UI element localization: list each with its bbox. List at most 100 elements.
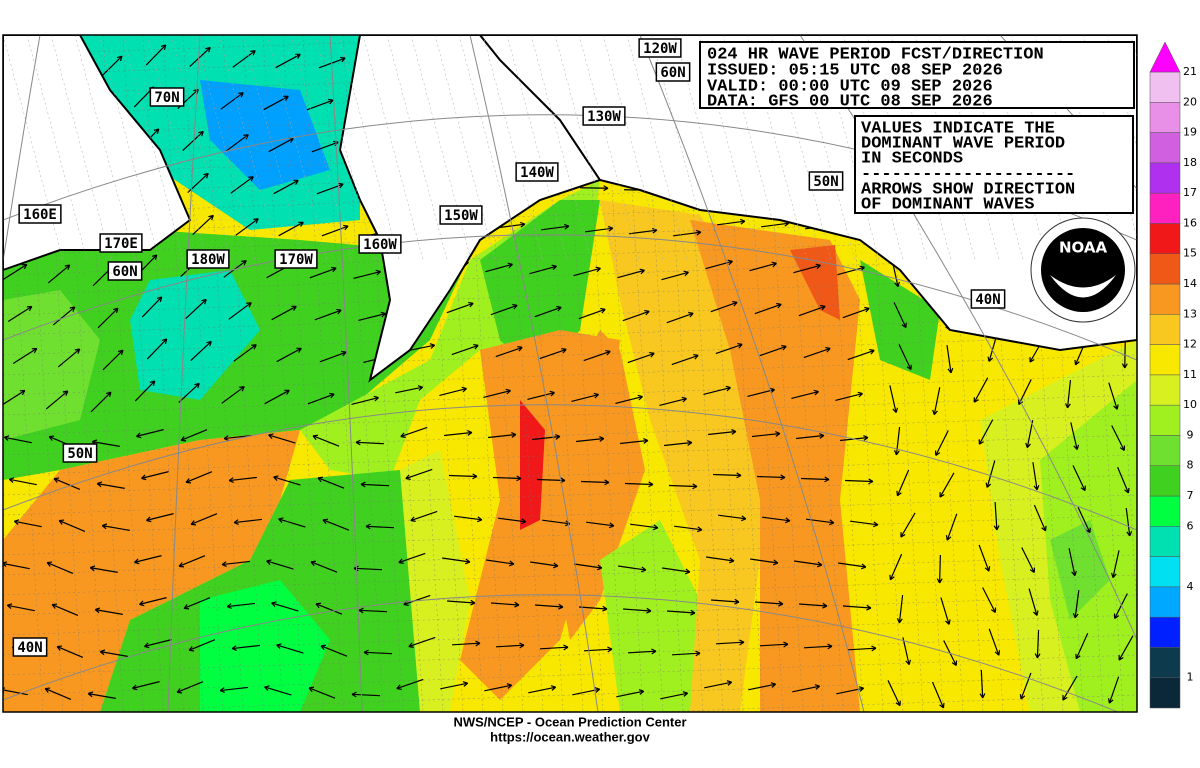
wave-arrow	[278, 517, 306, 528]
map-label-box	[12, 637, 48, 657]
grid-line	[434, 35, 496, 261]
wave-arrow	[263, 95, 289, 111]
grid-line	[342, 35, 384, 712]
wave-arrow	[454, 515, 483, 523]
wave-arrow	[661, 270, 689, 281]
wave-arrow	[183, 597, 211, 610]
colorbar-band	[1149, 495, 1181, 527]
colorbar-band	[1149, 223, 1181, 254]
map-label: 170W	[274, 249, 318, 269]
wave-arrow	[1111, 425, 1126, 452]
parallel	[3, 234, 1137, 361]
wave-arrow	[847, 348, 875, 361]
wave-arrow	[900, 512, 916, 538]
grid-line	[79, 674, 1137, 712]
wave-arrow	[180, 429, 208, 442]
wave-arrow	[410, 510, 438, 522]
parallel	[3, 594, 1119, 712]
region	[130, 270, 260, 400]
wave-arrow	[233, 518, 262, 526]
wave-arrow	[96, 481, 125, 489]
wave-arrow	[842, 604, 872, 611]
map-label-box	[655, 62, 691, 82]
colorbar-label: 15	[1183, 247, 1197, 260]
grid-line	[646, 694, 1137, 712]
wave-arrow	[439, 386, 467, 396]
wave-arrow	[228, 302, 252, 320]
wave-arrow	[275, 53, 301, 69]
wave-arrow	[446, 599, 476, 606]
wave-arrow	[668, 483, 698, 490]
wave-arrow	[622, 607, 652, 614]
note-box: VALUES INDICATE THE DOMINANT WAVE PERIOD…	[854, 115, 1134, 214]
wave-arrow	[47, 264, 71, 284]
wave-arrow	[358, 311, 386, 322]
wave-arrow	[178, 555, 206, 568]
map-label-text: 170E	[104, 236, 138, 252]
wave-arrow	[993, 501, 1000, 531]
wave-arrow	[671, 650, 701, 657]
wave-arrow	[395, 385, 424, 394]
grid-line	[3, 554, 1137, 596]
map-label-text: 60N	[660, 65, 685, 81]
wave-arrow	[310, 560, 338, 573]
wave-arrow	[221, 560, 250, 568]
wave-arrow	[893, 302, 907, 329]
wave-arrow	[146, 513, 174, 523]
wave-arrow	[712, 472, 742, 479]
wave-arrow	[408, 636, 436, 648]
wave-arrow	[791, 389, 819, 399]
wave-arrow	[705, 259, 733, 270]
grid-line	[482, 35, 544, 261]
grid-line	[882, 35, 924, 712]
wave-arrow	[666, 311, 694, 324]
wave-arrow	[838, 562, 867, 570]
wave-arrow	[306, 98, 334, 111]
wave-arrow	[749, 261, 777, 272]
wave-arrow	[273, 475, 301, 486]
wave-arrow	[185, 298, 207, 319]
grid-line	[3, 434, 1137, 476]
colorbar-cap	[1149, 41, 1181, 73]
map-label-text: 70N	[154, 90, 179, 106]
wave-arrow	[219, 686, 248, 694]
grid-line	[3, 494, 1137, 536]
wave-arrow	[189, 46, 211, 67]
wave-arrow	[940, 597, 951, 625]
grid-line	[762, 35, 804, 712]
wave-arrow	[898, 344, 912, 371]
map-label-text: 160W	[363, 237, 397, 253]
wave-arrow	[945, 513, 958, 541]
wave-arrow	[178, 382, 200, 403]
grid-line	[602, 35, 664, 261]
meridian	[3, 35, 41, 265]
wave-arrow	[176, 681, 204, 694]
wave-arrow	[232, 50, 256, 68]
grid-line	[674, 35, 736, 261]
grid-line	[802, 35, 844, 712]
note-line: ARROWS SHOW DIRECTION	[861, 180, 1075, 199]
wave-arrow	[230, 176, 254, 194]
wave-arrow	[442, 557, 471, 565]
map-label: 170E	[99, 233, 143, 253]
wave-arrow	[190, 340, 212, 361]
colorbar-label: 14	[1183, 277, 1197, 290]
wave-arrow	[44, 687, 72, 701]
wave-arrow	[850, 520, 879, 528]
map-label-text: 50N	[67, 446, 92, 462]
wave-arrow	[1033, 504, 1047, 532]
wave-arrow	[309, 266, 337, 279]
wave-arrow	[1111, 550, 1120, 579]
map-label-box	[970, 289, 1006, 309]
grid-line	[362, 35, 424, 261]
colorbar-band	[1149, 192, 1181, 224]
grid-line	[170, 35, 232, 261]
grid-line	[3, 634, 1137, 676]
grid-line	[322, 35, 364, 712]
map-label-box	[515, 162, 559, 182]
wave-arrow	[1065, 380, 1072, 409]
colorbar-label: 6	[1187, 519, 1194, 532]
wave-arrow	[407, 343, 436, 352]
wave-arrow	[351, 691, 381, 698]
